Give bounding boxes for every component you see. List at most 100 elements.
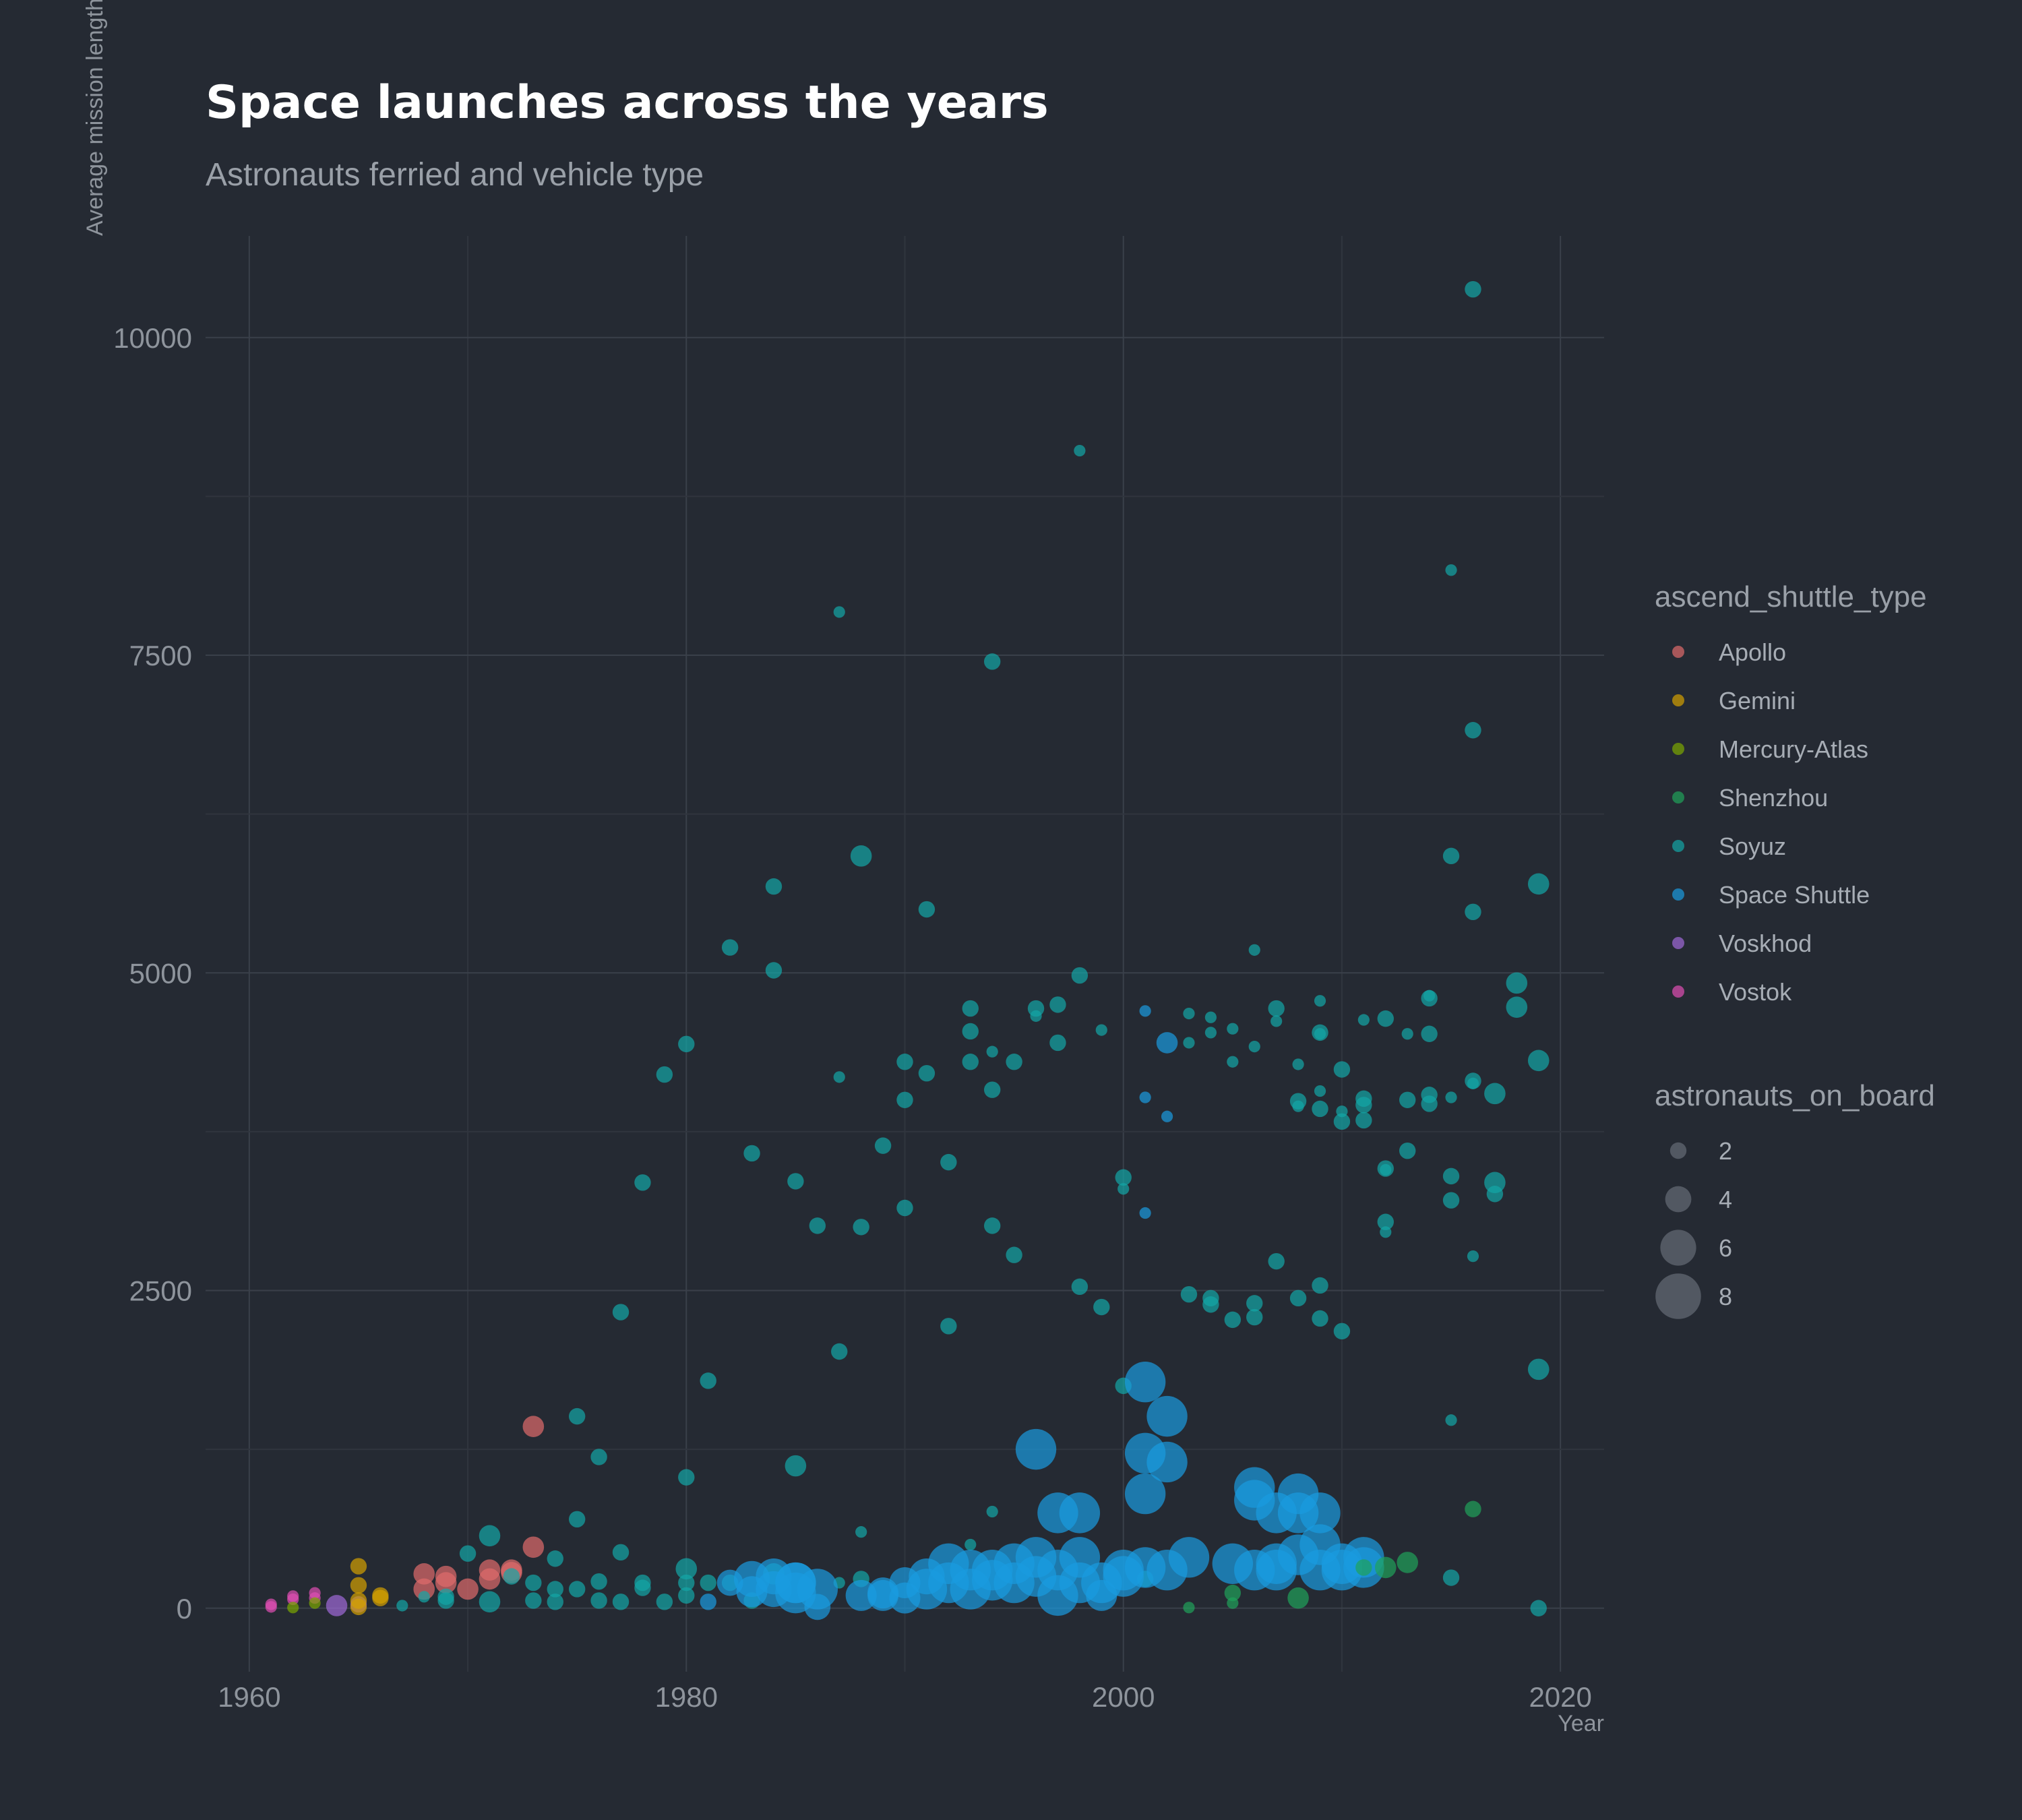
data-point xyxy=(1183,1602,1195,1614)
data-point xyxy=(797,1569,838,1610)
data-point xyxy=(1506,996,1528,1018)
data-point xyxy=(1377,1213,1394,1230)
legend-label: Space Shuttle xyxy=(1719,881,1870,909)
data-point xyxy=(1465,280,1481,298)
data-point xyxy=(568,1407,586,1425)
data-point xyxy=(1527,873,1550,895)
data-point xyxy=(1527,1358,1550,1381)
data-point xyxy=(590,1449,607,1465)
data-point xyxy=(1380,1163,1392,1176)
data-point xyxy=(1399,1091,1416,1108)
y-tick-label: 2500 xyxy=(129,1275,192,1307)
data-point xyxy=(479,1568,501,1590)
data-point xyxy=(1146,1395,1188,1437)
data-point xyxy=(1333,1061,1351,1078)
color-legend-title: ascend_shuttle_type xyxy=(1655,580,1927,613)
data-point xyxy=(1202,1296,1219,1313)
data-point xyxy=(1146,1441,1188,1483)
data-point xyxy=(1314,1085,1326,1097)
x-axis-label: Year xyxy=(1558,1711,1604,1736)
data-point xyxy=(1227,1597,1239,1609)
data-point xyxy=(1049,1034,1066,1052)
data-point xyxy=(612,1544,630,1561)
legend-key xyxy=(1672,646,1684,658)
size-legend-label: 6 xyxy=(1719,1234,1732,1262)
data-point xyxy=(1124,1473,1166,1515)
data-point xyxy=(700,1372,716,1389)
size-legend-label: 8 xyxy=(1719,1283,1732,1310)
data-point xyxy=(962,1023,979,1040)
data-point xyxy=(1289,1290,1307,1307)
data-point xyxy=(1074,444,1086,457)
data-point xyxy=(678,1035,695,1053)
data-point xyxy=(1355,1112,1372,1129)
data-point xyxy=(1161,1110,1173,1122)
data-point xyxy=(1227,1023,1239,1035)
size-legend-label: 2 xyxy=(1719,1137,1732,1165)
data-point xyxy=(1071,1278,1089,1296)
size-legend: astronauts_on_board 2 4 6 8 xyxy=(1655,1079,1935,1319)
data-point xyxy=(1312,1277,1328,1294)
data-point xyxy=(656,1594,673,1610)
data-point xyxy=(983,653,1001,670)
series-mercury-atlas xyxy=(287,1597,321,1614)
data-point xyxy=(418,1591,430,1603)
data-point xyxy=(1399,1142,1416,1159)
data-point xyxy=(700,1574,716,1591)
data-point xyxy=(1268,1000,1285,1017)
legend-key xyxy=(1672,694,1684,706)
data-point xyxy=(265,1598,277,1610)
chart-title: Space launches across the years xyxy=(206,76,1049,129)
data-point xyxy=(1117,1183,1130,1195)
data-point xyxy=(525,1592,542,1609)
data-point xyxy=(1484,1083,1506,1105)
data-point xyxy=(1357,1014,1370,1026)
data-point xyxy=(612,1304,630,1321)
data-point xyxy=(1049,996,1066,1013)
data-point xyxy=(568,1581,586,1598)
data-point xyxy=(1006,1054,1022,1070)
data-point xyxy=(809,1217,826,1234)
y-tick-label: 5000 xyxy=(129,957,192,989)
data-point xyxy=(855,1526,867,1538)
data-point xyxy=(1527,1050,1550,1072)
data-point xyxy=(962,1000,979,1017)
data-point xyxy=(1139,1005,1151,1017)
data-point xyxy=(413,1563,435,1585)
size-legend-key xyxy=(1660,1230,1696,1266)
data-point xyxy=(1124,1362,1166,1403)
data-point xyxy=(1268,1252,1285,1270)
data-point xyxy=(1204,1011,1217,1023)
data-point xyxy=(1168,1537,1210,1578)
data-point xyxy=(1227,1056,1239,1068)
data-point xyxy=(1248,1041,1260,1053)
data-point xyxy=(590,1592,607,1609)
data-point xyxy=(1506,972,1528,994)
data-point xyxy=(1374,1556,1397,1579)
legend-key xyxy=(1672,888,1684,901)
legend-label: Voskhod xyxy=(1719,930,1812,957)
x-tick-label: 2000 xyxy=(1092,1681,1155,1713)
legend-key xyxy=(1672,743,1684,755)
series-vostok xyxy=(265,1587,321,1613)
data-point xyxy=(833,1071,845,1083)
size-legend-key xyxy=(1669,1142,1687,1159)
legend-label: Soyuz xyxy=(1719,832,1786,860)
y-tick-label: 10000 xyxy=(113,322,192,354)
data-point xyxy=(568,1511,586,1528)
data-point xyxy=(1530,1600,1547,1616)
data-point xyxy=(1183,1007,1195,1020)
legend-label: Shenzhou xyxy=(1719,784,1828,812)
data-point xyxy=(1139,1207,1151,1219)
data-point xyxy=(350,1558,367,1575)
data-point xyxy=(1442,1192,1460,1209)
legend-key xyxy=(1672,791,1684,803)
data-point xyxy=(1442,1569,1460,1586)
data-point xyxy=(831,1343,848,1360)
x-tick-label: 1960 xyxy=(218,1681,280,1713)
data-point xyxy=(1093,1298,1110,1316)
data-point xyxy=(1224,1311,1242,1329)
data-point xyxy=(1071,967,1089,984)
data-point xyxy=(1442,1167,1460,1185)
